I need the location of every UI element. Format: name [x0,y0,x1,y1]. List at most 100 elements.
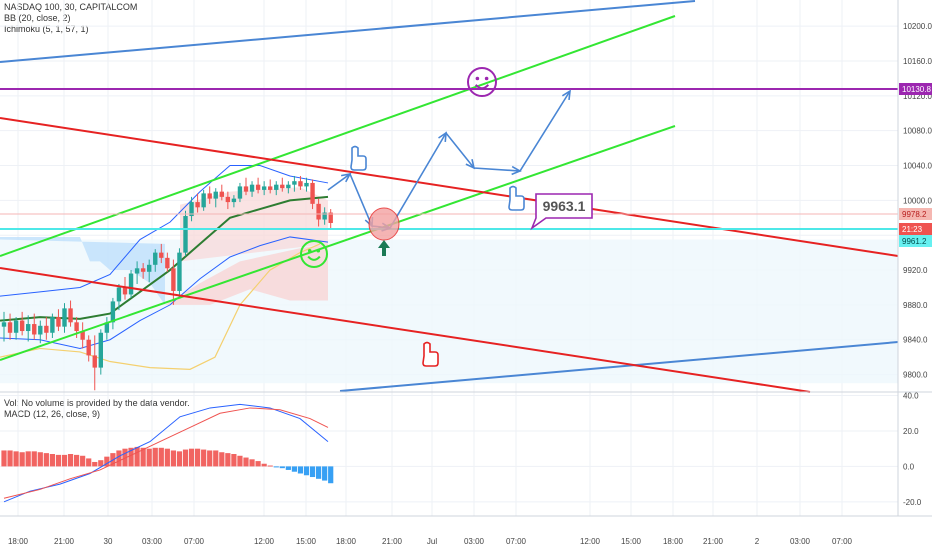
candle-body-7 [44,325,49,333]
candle-29 [177,248,182,297]
candle-body-41 [249,184,255,192]
smiley-face-icon-green-eye-right [316,248,321,253]
candle-body-50 [304,182,309,187]
candle-body-1 [7,322,13,333]
candle-2 [13,317,19,340]
red-channel-upper [0,117,899,257]
candle-8 [50,313,55,338]
candle-48 [292,175,297,192]
candle-49 [298,175,303,190]
y-tick-label-9: 9840.0 [903,336,928,345]
candle-body-2 [13,320,19,333]
candle-43 [261,181,267,196]
x-tick-label-4: 07:00 [184,537,205,546]
x-tick-label-17: 03:00 [790,537,811,546]
candle-body-22 [134,268,140,274]
candle-body-30 [183,216,188,253]
candle-body-31 [189,202,194,217]
price-tag-bg-2 [899,223,932,235]
smiley-face-icon-purple [467,67,497,97]
green-channel-lower [0,125,676,361]
candle-body-44 [268,186,273,190]
candle-body-54 [328,212,333,224]
macd-bar-7 [43,453,49,467]
candle-body-14 [86,339,91,356]
ichimoku-lagging-span [0,243,321,370]
macd-bar-0 [1,450,7,467]
candle-39 [237,182,243,203]
macd-bar-23 [140,447,146,467]
red-channel-lower [0,267,811,393]
smiley-face-icon-green-outline [300,240,328,268]
macd-bar-3 [19,452,25,467]
candle-20 [122,277,128,300]
macd-line: MACD (12, 26, close, 9) [4,409,101,419]
ichimoku-cloud-bull [0,236,165,305]
candle-52 [316,198,321,227]
candle-body-52 [316,203,321,220]
candle-4 [26,315,31,342]
macd-bar-47 [285,466,291,470]
smiley-face-icon-purple-eye-left [475,76,480,81]
macd-bar-29 [176,451,183,467]
up-arrow-shape [378,240,390,256]
macd-y-tick-label-2: 0.0 [903,462,915,471]
bb-lower [0,236,329,349]
candle-body-42 [255,184,261,190]
price-tag-0: 10130.8 [899,83,932,95]
y-tick-label-4: 10040.0 [903,162,932,171]
y-tick-label-8: 9880.0 [903,301,928,310]
macd-bar-36 [219,452,225,467]
candle-1 [7,313,13,340]
price-tag-3: 9961.2 [899,235,932,247]
candle-body-24 [147,264,152,272]
candle-44 [268,179,273,194]
macd-bar-30 [182,449,189,467]
macd-bar-26 [158,447,164,467]
candle-27 [165,252,170,272]
smiley-face-icon-purple-eye-right [484,76,489,81]
candle-51 [310,179,315,210]
macd-bar-5 [31,451,37,467]
projection-arrowhead-5 [465,159,476,170]
candle-17 [104,317,110,340]
candle-body-32 [195,202,200,208]
x-tick-label-9: Jul [427,537,437,546]
smiley-face-icon-green [300,240,328,268]
candle-body-25 [153,252,158,265]
candle-54 [328,209,333,230]
candle-body-53 [322,212,327,220]
candle-body-49 [298,181,303,187]
candle-50 [304,177,309,192]
macd-bar-17 [104,456,110,467]
x-tick-label-12: 12:00 [580,537,601,546]
candle-body-43 [261,186,267,190]
price-annotation-label: 9963.1 [543,198,586,214]
hand-pointer-icon-3-shape [422,341,439,367]
price-tag-label-3: 9961.2 [902,237,927,246]
price-tag-label-1: 9978.2 [902,210,927,219]
hand-pointer-icon-2 [508,185,525,211]
candle-6 [38,320,43,344]
macd-bar-34 [207,450,213,467]
projection-path [327,90,571,229]
up-arrow-icon [378,240,390,256]
candle-12 [74,317,79,338]
candle-36 [219,184,224,201]
candle-body-13 [80,331,85,340]
candle-body-9 [56,317,61,327]
candle-body-46 [280,184,285,189]
price-tag-bg-1 [899,208,932,220]
candle-35 [213,188,218,208]
projection-arrowhead-7 [561,89,571,101]
x-tick-label-3: 03:00 [142,537,163,546]
macd-bar-42 [255,461,261,467]
macd-bar-13 [80,455,86,467]
candle-body-10 [62,308,67,327]
candle-body-8 [50,317,55,333]
blue-channel-lower [339,341,899,392]
candle-0 [1,311,7,342]
symbol-line: NASDAQ 100, 30, CAPITALCOM [4,2,138,12]
